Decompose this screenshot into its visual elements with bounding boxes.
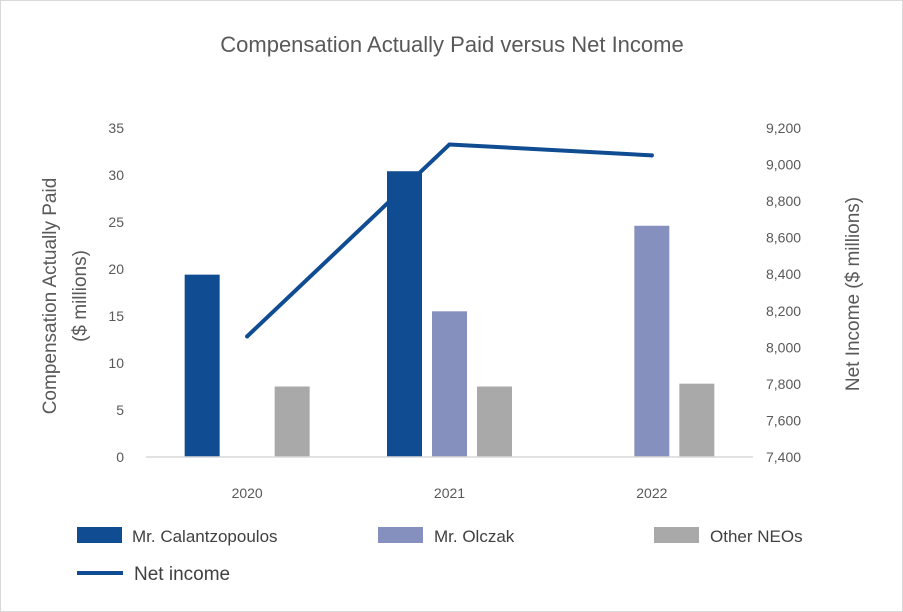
right-tick-label: 7,800	[766, 376, 801, 392]
left-axis-ticks: 0 5 10 15 20 25 30 35	[108, 120, 124, 465]
legend: Mr. Calantzopoulos Mr. Olczak Other NEOs…	[77, 527, 803, 585]
right-tick-label: 8,400	[766, 266, 801, 282]
net-income-point-2021	[447, 142, 452, 147]
legend-label-mr-olczak: Mr. Olczak	[434, 527, 515, 546]
right-tick-label: 7,400	[766, 449, 801, 465]
left-tick-label: 25	[108, 214, 124, 230]
x-tick-label: 2022	[636, 485, 667, 501]
left-tick-label: 30	[108, 167, 124, 183]
net-income-point-2022	[649, 153, 654, 158]
legend-label-mr-calantzopoulos: Mr. Calantzopoulos	[132, 527, 278, 546]
chart-title: Compensation Actually Paid versus Net In…	[220, 32, 683, 57]
bar-mr-olczak-2022	[634, 225, 670, 457]
bar-mr-olczak-2021	[432, 311, 467, 457]
bar-marks	[184, 171, 715, 458]
net-income-line-group	[245, 142, 654, 339]
bar-mr-calantzopoulos-2021	[387, 171, 422, 458]
right-axis-ticks: 7,400 7,600 7,800 8,000 8,200 8,400 8,600 8,800…	[766, 120, 801, 465]
bar-mr-calantzopoulos-2020	[184, 274, 220, 457]
right-axis-label: Net Income ($ millions)	[843, 197, 864, 391]
bar-other-neos-2022	[679, 383, 715, 457]
net-income-point-2020	[245, 334, 250, 339]
right-tick-label: 8,000	[766, 339, 801, 355]
left-tick-label: 0	[116, 449, 124, 465]
left-axis-label-line-2: ($ millions)	[70, 250, 91, 342]
left-tick-label: 20	[108, 261, 124, 277]
right-tick-label: 7,600	[766, 412, 801, 428]
left-tick-label: 5	[116, 402, 124, 418]
right-tick-label: 8,600	[766, 230, 801, 246]
legend-swatch-other-neos	[654, 527, 699, 543]
left-tick-label: 35	[108, 120, 124, 136]
bar-other-neos-2021	[477, 386, 512, 457]
right-tick-label: 8,800	[766, 193, 801, 209]
x-axis-ticks: 2020 2021 2022	[232, 485, 668, 501]
right-tick-label: 9,200	[766, 120, 801, 136]
x-tick-label: 2020	[232, 485, 263, 501]
right-tick-label: 8,200	[766, 303, 801, 319]
legend-label-other-neos: Other NEOs	[710, 527, 803, 546]
net-income-line	[245, 142, 654, 339]
legend-swatch-mr-olczak	[378, 527, 423, 543]
legend-label-net-income: Net income	[134, 564, 230, 585]
x-tick-label: 2021	[434, 485, 465, 501]
right-tick-label: 9,000	[766, 157, 801, 173]
left-tick-label: 15	[108, 308, 124, 324]
left-axis-label-line-1: Compensation Actually Paid	[40, 178, 61, 415]
bar-other-neos-2020	[274, 386, 310, 457]
left-tick-label: 10	[108, 355, 124, 371]
legend-swatch-mr-calantzopoulos	[77, 527, 122, 543]
